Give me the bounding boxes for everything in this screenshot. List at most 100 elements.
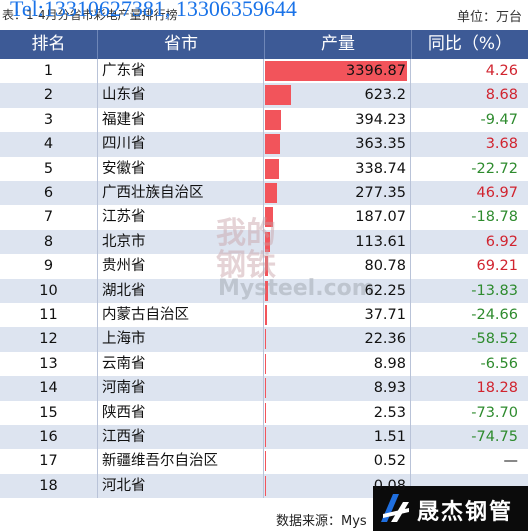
row-production: 62.25 (364, 282, 406, 299)
row-rank: 2 (0, 83, 98, 108)
production-bar (265, 451, 266, 472)
row-province: 贵州省 (98, 254, 264, 279)
header-yoy: 同比（%） (427, 34, 513, 54)
row-yoy: -24.66 (471, 307, 518, 323)
row-province: 湖北省 (98, 278, 264, 303)
production-bar (265, 158, 280, 179)
row-rank: 15 (0, 400, 98, 425)
table-row: 4 四川省 363.35 3.68 (0, 132, 528, 157)
row-production-cell: 623.2 (265, 83, 411, 108)
row-province: 福建省 (98, 107, 264, 133)
table-row: 10 湖北省 62.25 -13.83 (0, 278, 528, 303)
row-production: 187.07 (355, 209, 406, 226)
row-province: 四川省 (98, 132, 264, 157)
row-yoy: -22.72 (471, 160, 518, 177)
row-rank: 16 (0, 425, 98, 450)
row-rank: 9 (0, 254, 98, 279)
row-production-cell: 0.08 (265, 473, 411, 499)
table-row: 9 贵州省 80.78 69.21 (0, 254, 528, 279)
row-production: 277.35 (355, 185, 406, 201)
row-production-cell: 394.23 (265, 107, 411, 133)
row-province: 新疆维吾尔自治区 (98, 449, 264, 474)
row-rank: 17 (0, 449, 98, 474)
row-rank: 3 (0, 107, 98, 133)
table-row: 13 云南省 8.98 -6.56 (0, 351, 528, 377)
row-yoy: -13.83 (471, 282, 518, 299)
row-province: 河北省 (98, 473, 264, 499)
row-province: 山东省 (98, 83, 264, 108)
row-yoy: -74.75 (471, 429, 518, 445)
phone-overlay: Tel:13310627381, 13306359644 (10, 0, 297, 21)
table-row: 14 河南省 8.93 18.28 (0, 376, 528, 401)
row-production: 80.78 (364, 258, 406, 275)
brand-name: 晟杰钢管 (417, 500, 514, 525)
header-rank: 排名 (0, 30, 98, 59)
row-production-cell: 1.51 (265, 425, 411, 450)
table-caption: 表：1-4月分省市彩电产量排行榜 Tel:13310627381, 133063… (0, 0, 528, 30)
row-yoy: -9.47 (480, 111, 518, 128)
row-rank: 10 (0, 278, 98, 303)
table-row: 16 江西省 1.51 -74.75 (0, 425, 528, 450)
production-bar (265, 402, 266, 423)
table-row: 7 江苏省 187.07 -18.78 (0, 205, 528, 230)
row-production: 8.93 (373, 380, 406, 397)
row-production-cell: 187.07 (265, 205, 411, 230)
production-bar (265, 280, 268, 301)
row-province: 河南省 (98, 376, 264, 401)
header-province: 省市 (98, 30, 265, 59)
row-province: 江西省 (98, 425, 264, 450)
row-production: 8.98 (373, 355, 406, 372)
sj-logo-icon (381, 494, 409, 522)
row-production: 623.2 (364, 87, 406, 104)
row-production: 22.36 (364, 331, 406, 348)
row-production: 0.08 (373, 477, 406, 494)
row-production: 363.35 (355, 136, 406, 153)
production-bar (265, 475, 266, 496)
row-rank: 13 (0, 351, 98, 377)
row-rank: 5 (0, 156, 98, 181)
row-production-cell: 277.35 (265, 181, 411, 206)
row-yoy: 4.26 (485, 63, 518, 79)
row-rank: 14 (0, 376, 98, 401)
row-rank: 7 (0, 205, 98, 230)
row-yoy: -73.70 (471, 404, 518, 421)
header-production: 产量 (265, 30, 412, 59)
row-rank: 8 (0, 229, 98, 255)
production-bar (265, 427, 266, 447)
row-rank: 12 (0, 327, 98, 352)
row-province: 广东省 (98, 59, 264, 84)
row-yoy: -18.78 (471, 209, 518, 226)
row-yoy: -6.56 (480, 355, 518, 372)
row-yoy: 69.21 (476, 258, 518, 275)
row-production: 2.53 (373, 404, 406, 421)
row-production-cell: 80.78 (265, 254, 411, 279)
production-bar (265, 305, 267, 325)
row-yoy: — (503, 453, 519, 470)
row-province: 安徽省 (98, 156, 264, 181)
data-source: 数据来源：Mys (276, 514, 367, 529)
row-province: 内蒙古自治区 (98, 303, 264, 328)
table-row: 2 山东省 623.2 8.68 (0, 83, 528, 108)
production-bar (265, 353, 266, 374)
row-production-cell: 363.35 (265, 132, 411, 157)
row-production-cell: 3396.87 (265, 59, 411, 84)
row-production: 113.61 (355, 233, 406, 250)
row-province: 上海市 (98, 327, 264, 352)
production-bar (265, 207, 273, 228)
row-yoy: 6.92 (485, 233, 518, 250)
row-production-cell: 338.74 (265, 156, 411, 181)
production-bar (265, 183, 277, 203)
row-province: 北京市 (98, 229, 264, 255)
table-row: 5 安徽省 338.74 -22.72 (0, 156, 528, 181)
row-province: 广西壮族自治区 (98, 181, 264, 206)
row-production: 394.23 (355, 111, 406, 128)
row-yoy: 18.28 (476, 380, 518, 397)
table-row: 12 上海市 22.36 -58.52 (0, 327, 528, 352)
row-production-cell: 22.36 (265, 327, 411, 352)
table-header: 排名 省市 产量 同比（%） (0, 30, 528, 59)
row-province: 陕西省 (98, 400, 264, 425)
production-bar (265, 61, 407, 81)
row-province: 云南省 (98, 351, 264, 377)
row-rank: 11 (0, 303, 98, 328)
table-title: 表：1-4月分省市彩电产量排行榜 (2, 8, 178, 22)
